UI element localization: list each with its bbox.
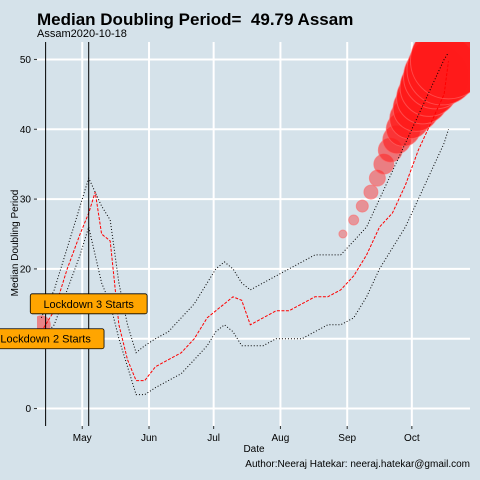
- y-tick-label: 20: [20, 264, 32, 275]
- plot-area: [37, 42, 470, 426]
- axes: 01020304050MayJunJulAugSepOct: [20, 55, 420, 444]
- x-tick-label: May: [73, 433, 92, 444]
- series-line-median: [40, 60, 449, 382]
- x-tick-label: Jul: [207, 433, 220, 444]
- y-tick-label: 30: [20, 195, 32, 206]
- data-bubble: [338, 229, 348, 239]
- x-axis-label: Date: [243, 444, 265, 455]
- lockdown-label-text: Lockdown 2 Starts: [0, 334, 91, 346]
- y-tick-label: 40: [20, 125, 32, 136]
- chart-title: Median Doubling Period= 49.79 Assam: [37, 10, 354, 29]
- lockdown-label-box: [29, 293, 148, 315]
- chart-subtitle: Assam2020-10-18: [37, 28, 127, 40]
- data-bubble: [409, 42, 470, 100]
- y-tick-label: 50: [20, 55, 32, 66]
- x-tick-label: Aug: [272, 433, 290, 444]
- y-tick-label: 0: [25, 404, 31, 415]
- y-axis-label: Median Doubling Period: [10, 190, 21, 297]
- data-bubble: [355, 199, 369, 213]
- x-tick-label: Oct: [404, 433, 420, 444]
- data-bubble: [363, 184, 379, 200]
- author-caption: Author:Neeraj Hatekar: neeraj.hatekar@gm…: [245, 459, 470, 470]
- x-tick-label: Jun: [141, 433, 157, 444]
- data-bubble: [348, 214, 360, 226]
- series-line-lower: [40, 129, 449, 396]
- lockdown-labels: Lockdown 2 Starts Lockdown 3 Starts: [0, 293, 148, 350]
- lockdown-label-box: [0, 328, 105, 350]
- x-tick-label: Sep: [338, 433, 356, 444]
- lockdown-label-text: Lockdown 3 Starts: [43, 299, 134, 311]
